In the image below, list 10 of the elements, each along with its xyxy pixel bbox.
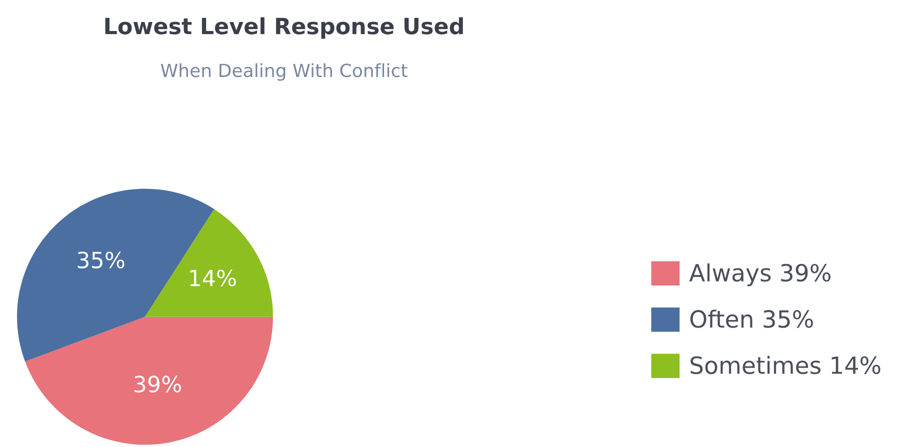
data-label: 14% xyxy=(190,270,236,286)
pie-slice xyxy=(145,209,273,317)
pie-slice xyxy=(25,316,273,445)
legend-label: Always 39% xyxy=(689,263,830,286)
chart-subtitle: When Dealing With Conflict xyxy=(160,63,408,81)
data-label: 35% xyxy=(78,252,124,268)
legend-label: Often 35% xyxy=(690,310,813,328)
legend-label: Sometimes 14% xyxy=(690,356,880,374)
chart-title: Lowest Level Response Used xyxy=(105,17,463,39)
data-label: 39% xyxy=(134,376,181,392)
